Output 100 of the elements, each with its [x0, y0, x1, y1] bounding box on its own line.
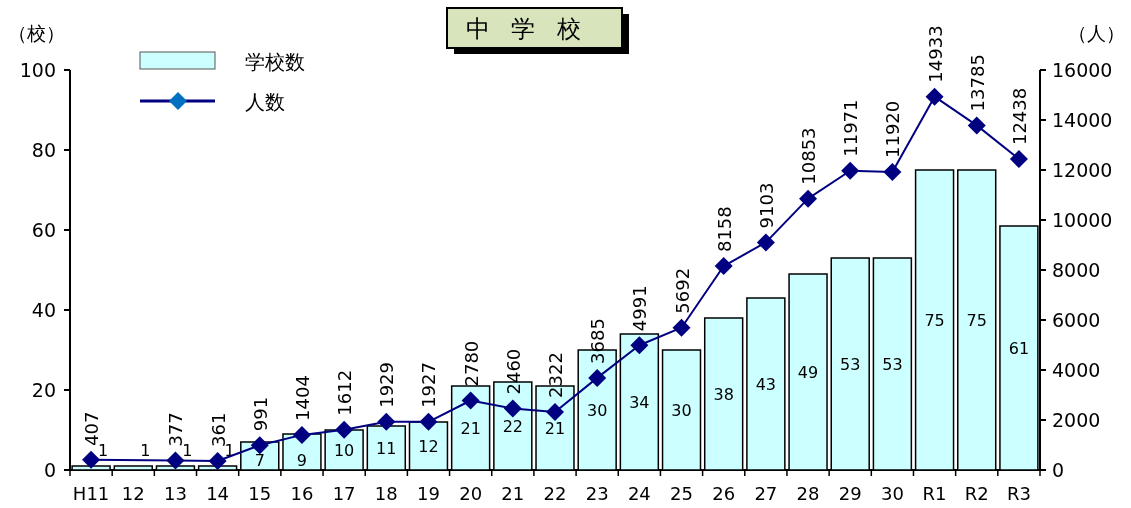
point	[166, 451, 185, 470]
x-tick-label: 13	[163, 483, 187, 504]
legend-label: 人数	[245, 90, 285, 114]
data-label: 3685	[587, 318, 609, 364]
data-label: 30	[586, 401, 608, 420]
data-label: 53	[840, 355, 861, 374]
y2-tick-label: 12000	[1052, 159, 1113, 181]
data-label: 61	[1008, 339, 1030, 358]
point	[503, 399, 522, 418]
data-label: 49	[797, 363, 819, 382]
data-label: 7	[254, 451, 265, 470]
x-tick-label: 29	[838, 483, 862, 504]
legend-label: 学校数	[245, 50, 305, 74]
data-label: 1927	[418, 362, 440, 408]
point	[461, 391, 480, 410]
y2-tick-label: 4000	[1052, 359, 1101, 381]
data-label: 2780	[460, 340, 482, 387]
point	[672, 318, 691, 337]
y2-tick-label: 0	[1052, 459, 1065, 481]
data-label: 2322	[545, 352, 566, 398]
x-tick-label: 27	[754, 483, 778, 504]
y2-tick-label: 16000	[1052, 59, 1113, 81]
data-label: 1404	[291, 375, 313, 421]
point	[1009, 150, 1028, 169]
point	[714, 257, 733, 276]
x-tick-label: 23	[585, 483, 609, 504]
data-label: 12438	[1008, 87, 1030, 146]
data-label: 8158	[713, 206, 735, 253]
y2-axis-title: （人）	[1068, 22, 1125, 44]
point	[925, 87, 944, 106]
data-label: 1	[182, 441, 193, 460]
data-label: 11971	[840, 99, 862, 157]
point	[419, 412, 438, 431]
x-tick-label: 21	[501, 483, 525, 504]
y-tick-label: 60	[31, 219, 56, 241]
data-label: 34	[629, 393, 650, 412]
point	[250, 436, 269, 455]
data-label: 10	[333, 441, 355, 460]
point	[82, 450, 101, 469]
point	[630, 336, 649, 355]
data-label: 13785	[966, 54, 988, 112]
data-label: 43	[755, 375, 777, 394]
y2-tick-label: 2000	[1052, 409, 1101, 431]
point	[292, 425, 311, 444]
data-label: 5692	[671, 267, 693, 314]
point	[377, 412, 396, 431]
point	[335, 420, 354, 439]
point	[756, 233, 775, 252]
x-tick-label: 30	[880, 483, 904, 504]
data-label: 9103	[755, 182, 777, 229]
y-axis-title: （校）	[8, 22, 65, 44]
y2-tick-label: 10000	[1052, 209, 1113, 231]
point	[883, 163, 902, 181]
data-label: 53	[882, 355, 903, 374]
x-tick-label: 18	[374, 483, 398, 504]
x-tick-label: R2	[964, 483, 989, 504]
y2-tick-label: 14000	[1052, 109, 1113, 131]
point	[799, 189, 818, 208]
x-tick-label: 15	[248, 483, 272, 504]
x-tick-label: 28	[796, 483, 820, 504]
x-tick-label: 16	[290, 483, 314, 504]
x-tick-label: 25	[670, 483, 693, 504]
data-label: 12	[418, 437, 439, 456]
data-label: 38	[713, 385, 734, 404]
x-tick-label: 26	[712, 483, 736, 504]
point	[208, 451, 227, 470]
x-tick-label: 14	[206, 483, 230, 504]
data-label: 14933	[924, 25, 946, 83]
y-tick-label: 0	[43, 459, 56, 481]
y2-tick-label: 8000	[1052, 259, 1101, 281]
data-label: 22	[502, 417, 524, 436]
data-label: 1612	[334, 369, 356, 416]
x-tick-label: R3	[1006, 483, 1031, 504]
data-label: 2460	[502, 348, 524, 395]
x-tick-label: 19	[417, 483, 440, 504]
data-label: 75	[924, 311, 945, 330]
x-tick-label: 22	[543, 483, 567, 504]
data-label: 11920	[882, 100, 904, 158]
point	[588, 368, 607, 387]
y2-tick-label: 6000	[1052, 309, 1101, 331]
x-tick-label: 24	[627, 483, 651, 504]
data-label: 4991	[629, 285, 651, 332]
data-label: 1	[140, 441, 151, 460]
point	[967, 116, 986, 135]
data-label: 30	[671, 401, 692, 420]
data-label: 991	[249, 396, 271, 432]
data-label: 1	[97, 441, 109, 460]
data-label: 11	[376, 439, 397, 458]
data-label: 9	[296, 451, 308, 470]
data-label: 1929	[376, 361, 398, 408]
y-tick-label: 80	[31, 139, 56, 161]
data-label: 21	[544, 419, 566, 438]
data-label: 21	[460, 419, 481, 438]
x-tick-label: 20	[459, 483, 483, 504]
x-tick-label: R1	[922, 483, 947, 504]
chart-title: 中学校	[465, 15, 603, 43]
y-tick-label: 100	[19, 59, 56, 81]
y-tick-label: 20	[31, 379, 56, 401]
x-tick-label: 12	[121, 483, 145, 504]
point	[546, 402, 564, 421]
